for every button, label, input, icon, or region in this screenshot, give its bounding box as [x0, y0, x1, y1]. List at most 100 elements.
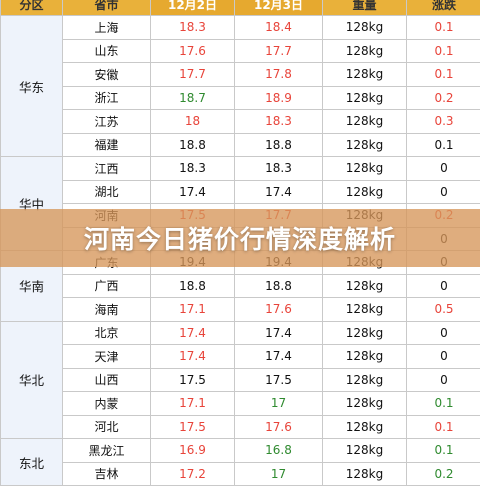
change-cell: 0.1: [407, 63, 480, 87]
header-date-1: 12月2日: [151, 0, 235, 16]
price-date1-cell: 18.3: [151, 157, 235, 181]
weight-cell: 128kg: [323, 180, 407, 204]
price-date1-cell: 18: [151, 110, 235, 134]
change-cell: 0.1: [407, 16, 480, 40]
price-date2-cell: 18.8: [235, 274, 323, 298]
province-cell: 江苏: [63, 110, 151, 134]
weight-cell: 128kg: [323, 298, 407, 322]
province-cell: 山西: [63, 368, 151, 392]
province-cell: 内蒙: [63, 392, 151, 416]
change-cell: 0.5: [407, 298, 480, 322]
price-date2-cell: 17.8: [235, 63, 323, 87]
province-cell: 河北: [63, 415, 151, 439]
price-date2-cell: 17.6: [235, 415, 323, 439]
change-cell: 0.3: [407, 110, 480, 134]
change-cell: 0.1: [407, 392, 480, 416]
price-date1-cell: 17.1: [151, 298, 235, 322]
price-date1-cell: 18.8: [151, 133, 235, 157]
change-cell: 0.2: [407, 462, 480, 486]
change-cell: 0.1: [407, 133, 480, 157]
price-date1-cell: 17.2: [151, 462, 235, 486]
change-cell: 0: [407, 157, 480, 181]
region-cell: 华北: [1, 321, 63, 439]
weight-cell: 128kg: [323, 462, 407, 486]
price-date1-cell: 18.7: [151, 86, 235, 110]
price-date1-cell: 17.1: [151, 392, 235, 416]
price-date1-cell: 17.4: [151, 180, 235, 204]
weight-cell: 128kg: [323, 368, 407, 392]
weight-cell: 128kg: [323, 63, 407, 87]
change-cell: 0.2: [407, 86, 480, 110]
change-cell: 0: [407, 321, 480, 345]
price-date2-cell: 18.9: [235, 86, 323, 110]
header-province: 省市: [63, 0, 151, 16]
province-cell: 吉林: [63, 462, 151, 486]
price-date1-cell: 17.7: [151, 63, 235, 87]
province-cell: 江西: [63, 157, 151, 181]
weight-cell: 128kg: [323, 16, 407, 40]
weight-cell: 128kg: [323, 86, 407, 110]
price-date2-cell: 18.4: [235, 16, 323, 40]
price-date2-cell: 17: [235, 462, 323, 486]
price-date2-cell: 18.3: [235, 157, 323, 181]
weight-cell: 128kg: [323, 439, 407, 463]
province-cell: 湖北: [63, 180, 151, 204]
price-date1-cell: 18.8: [151, 274, 235, 298]
weight-cell: 128kg: [323, 133, 407, 157]
region-cell: 东北: [1, 439, 63, 486]
price-date2-cell: 17: [235, 392, 323, 416]
province-cell: 福建: [63, 133, 151, 157]
price-date2-cell: 18.3: [235, 110, 323, 134]
header-region: 分区: [1, 0, 63, 16]
region-cell: 华东: [1, 16, 63, 157]
province-cell: 安徽: [63, 63, 151, 87]
weight-cell: 128kg: [323, 321, 407, 345]
price-date2-cell: 17.4: [235, 345, 323, 369]
title-banner: 河南今日猪价行情深度解析: [0, 209, 480, 267]
price-date2-cell: 17.5: [235, 368, 323, 392]
province-cell: 山东: [63, 39, 151, 63]
weight-cell: 128kg: [323, 345, 407, 369]
province-cell: 上海: [63, 16, 151, 40]
price-date2-cell: 17.4: [235, 180, 323, 204]
province-cell: 北京: [63, 321, 151, 345]
province-cell: 浙江: [63, 86, 151, 110]
price-date2-cell: 17.6: [235, 298, 323, 322]
price-date1-cell: 17.4: [151, 321, 235, 345]
weight-cell: 128kg: [323, 274, 407, 298]
banner-title: 河南今日猪价行情深度解析: [84, 220, 396, 256]
change-cell: 0: [407, 345, 480, 369]
province-cell: 广西: [63, 274, 151, 298]
price-date2-cell: 17.4: [235, 321, 323, 345]
price-date1-cell: 18.3: [151, 16, 235, 40]
price-date2-cell: 18.8: [235, 133, 323, 157]
change-cell: 0: [407, 180, 480, 204]
price-date1-cell: 17.5: [151, 368, 235, 392]
price-date1-cell: 17.5: [151, 415, 235, 439]
change-cell: 0: [407, 368, 480, 392]
weight-cell: 128kg: [323, 392, 407, 416]
province-cell: 海南: [63, 298, 151, 322]
price-date2-cell: 16.8: [235, 439, 323, 463]
province-cell: 黑龙江: [63, 439, 151, 463]
change-cell: 0: [407, 274, 480, 298]
header-weight: 重量: [323, 0, 407, 16]
weight-cell: 128kg: [323, 110, 407, 134]
table-header-row: 分区 省市 12月2日 12月3日 重量 涨跌: [1, 0, 480, 16]
